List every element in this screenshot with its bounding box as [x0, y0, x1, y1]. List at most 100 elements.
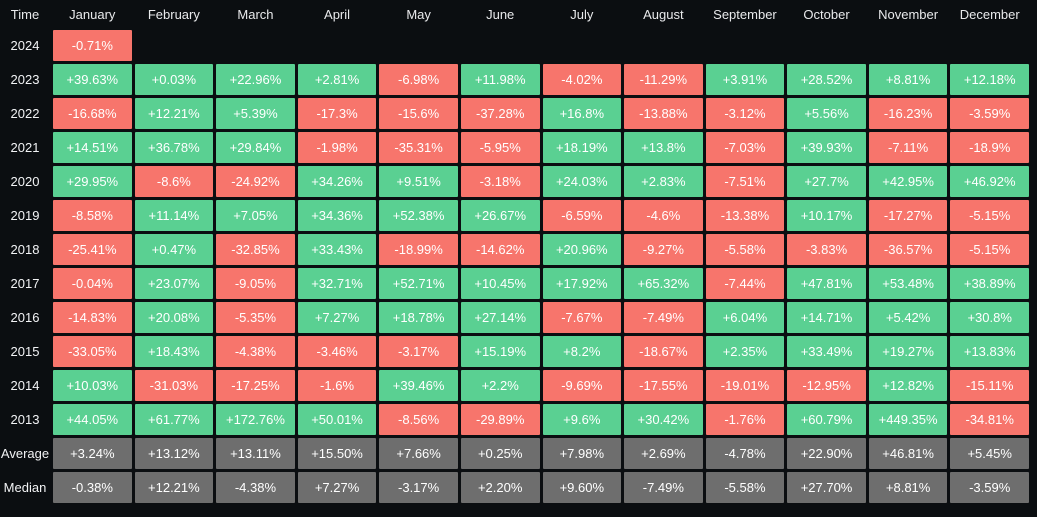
return-cell: -16.23%	[868, 98, 948, 129]
return-cell: -4.6%	[624, 200, 703, 231]
return-cell: -3.17%	[379, 336, 458, 367]
return-cell: +2.20%	[460, 472, 540, 503]
time-column-header: Time	[10, 7, 40, 22]
return-cell: +60.79%	[787, 404, 866, 435]
return-cell: +33.43%	[297, 234, 377, 265]
return-cell: -5.58%	[705, 472, 785, 503]
return-cell: +29.84%	[216, 132, 295, 163]
return-cell: +23.07%	[134, 268, 214, 299]
row-label: Average	[0, 446, 50, 461]
return-cell: +14.71%	[787, 302, 866, 333]
return-cell: -13.88%	[624, 98, 703, 129]
return-cell: +53.48%	[868, 268, 948, 299]
return-cell: +15.19%	[460, 336, 540, 367]
monthly-returns-heatmap: Time January February March April May June Jul…	[0, 7, 1029, 503]
return-cell: +50.01%	[297, 404, 377, 435]
return-cell: +39.63%	[53, 64, 132, 95]
return-cell: +30.8%	[950, 302, 1029, 333]
return-cell: -35.31%	[379, 132, 458, 163]
return-cell: +8.81%	[868, 472, 948, 503]
return-cell	[461, 30, 540, 61]
return-cell: -37.28%	[460, 98, 540, 129]
return-cell: +0.47%	[134, 234, 214, 265]
return-cell	[706, 30, 785, 61]
return-cell: +5.45%	[950, 438, 1029, 469]
return-cell: +2.35%	[705, 336, 785, 367]
return-cell: +28.52%	[787, 64, 866, 95]
row-label: 2020	[10, 174, 40, 189]
return-cell: -8.6%	[134, 166, 214, 197]
month-header: December	[959, 7, 1020, 22]
return-cell: -24.92%	[216, 166, 295, 197]
return-cell: -14.62%	[460, 234, 540, 265]
row-label: Median	[3, 480, 47, 495]
row-label: 2023	[10, 72, 40, 87]
return-cell	[624, 30, 703, 61]
return-cell: +47.81%	[787, 268, 866, 299]
return-cell: -34.81%	[950, 404, 1029, 435]
return-cell: -6.98%	[379, 64, 458, 95]
return-cell: -13.38%	[705, 200, 785, 231]
return-cell: -0.71%	[53, 30, 132, 61]
return-cell: -7.44%	[705, 268, 785, 299]
return-cell: +13.8%	[624, 132, 703, 163]
return-cell: -7.51%	[705, 166, 785, 197]
return-cell: +7.98%	[542, 438, 622, 469]
return-cell: +44.05%	[53, 404, 132, 435]
return-cell: -7.03%	[705, 132, 785, 163]
return-cell: -8.56%	[379, 404, 458, 435]
return-cell: +20.08%	[134, 302, 214, 333]
return-cell: -9.27%	[624, 234, 703, 265]
return-cell: +9.60%	[542, 472, 622, 503]
month-header: June	[486, 7, 515, 22]
month-header: April	[324, 7, 351, 22]
return-cell: -8.58%	[53, 200, 132, 231]
return-cell: +7.66%	[379, 438, 458, 469]
return-cell: +26.67%	[460, 200, 540, 231]
return-cell: +2.2%	[460, 370, 540, 401]
return-cell: +65.32%	[624, 268, 703, 299]
return-cell: +15.50%	[297, 438, 377, 469]
return-cell: +18.43%	[134, 336, 214, 367]
month-header: March	[237, 7, 274, 22]
return-cell: -31.03%	[134, 370, 214, 401]
return-cell: -7.11%	[868, 132, 948, 163]
return-cell: -17.25%	[216, 370, 295, 401]
return-cell: -0.38%	[53, 472, 132, 503]
return-cell: +172.76%	[216, 404, 295, 435]
return-cell: +10.17%	[787, 200, 866, 231]
return-cell: -9.05%	[216, 268, 295, 299]
return-cell: +19.27%	[868, 336, 948, 367]
row-label: 2016	[10, 310, 40, 325]
return-cell: +32.71%	[297, 268, 377, 299]
return-cell: +18.19%	[542, 132, 622, 163]
return-cell: -5.15%	[950, 200, 1029, 231]
return-cell	[950, 30, 1029, 61]
return-cell: +22.96%	[216, 64, 295, 95]
row-label: 2024	[10, 38, 40, 53]
return-cell: -15.6%	[379, 98, 458, 129]
return-cell: +11.14%	[134, 200, 214, 231]
return-cell: -14.83%	[53, 302, 132, 333]
return-cell: +27.14%	[460, 302, 540, 333]
return-cell: +17.92%	[542, 268, 622, 299]
return-cell: +5.56%	[787, 98, 866, 129]
return-cell: +12.18%	[950, 64, 1029, 95]
return-cell: -36.57%	[868, 234, 948, 265]
return-cell: -1.6%	[297, 370, 377, 401]
return-cell: +0.25%	[460, 438, 540, 469]
return-cell: -5.58%	[705, 234, 785, 265]
return-cell: +2.81%	[297, 64, 377, 95]
month-header: October	[803, 7, 850, 22]
return-cell: +14.51%	[53, 132, 132, 163]
month-header: August	[643, 7, 684, 22]
return-cell: -4.02%	[542, 64, 622, 95]
return-cell: -7.49%	[624, 472, 703, 503]
return-cell: -12.95%	[787, 370, 866, 401]
return-cell: +2.83%	[624, 166, 703, 197]
return-cell: +34.26%	[297, 166, 377, 197]
row-label: 2021	[10, 140, 40, 155]
return-cell: -33.05%	[53, 336, 132, 367]
month-header: May	[406, 7, 431, 22]
return-cell: +34.36%	[297, 200, 377, 231]
